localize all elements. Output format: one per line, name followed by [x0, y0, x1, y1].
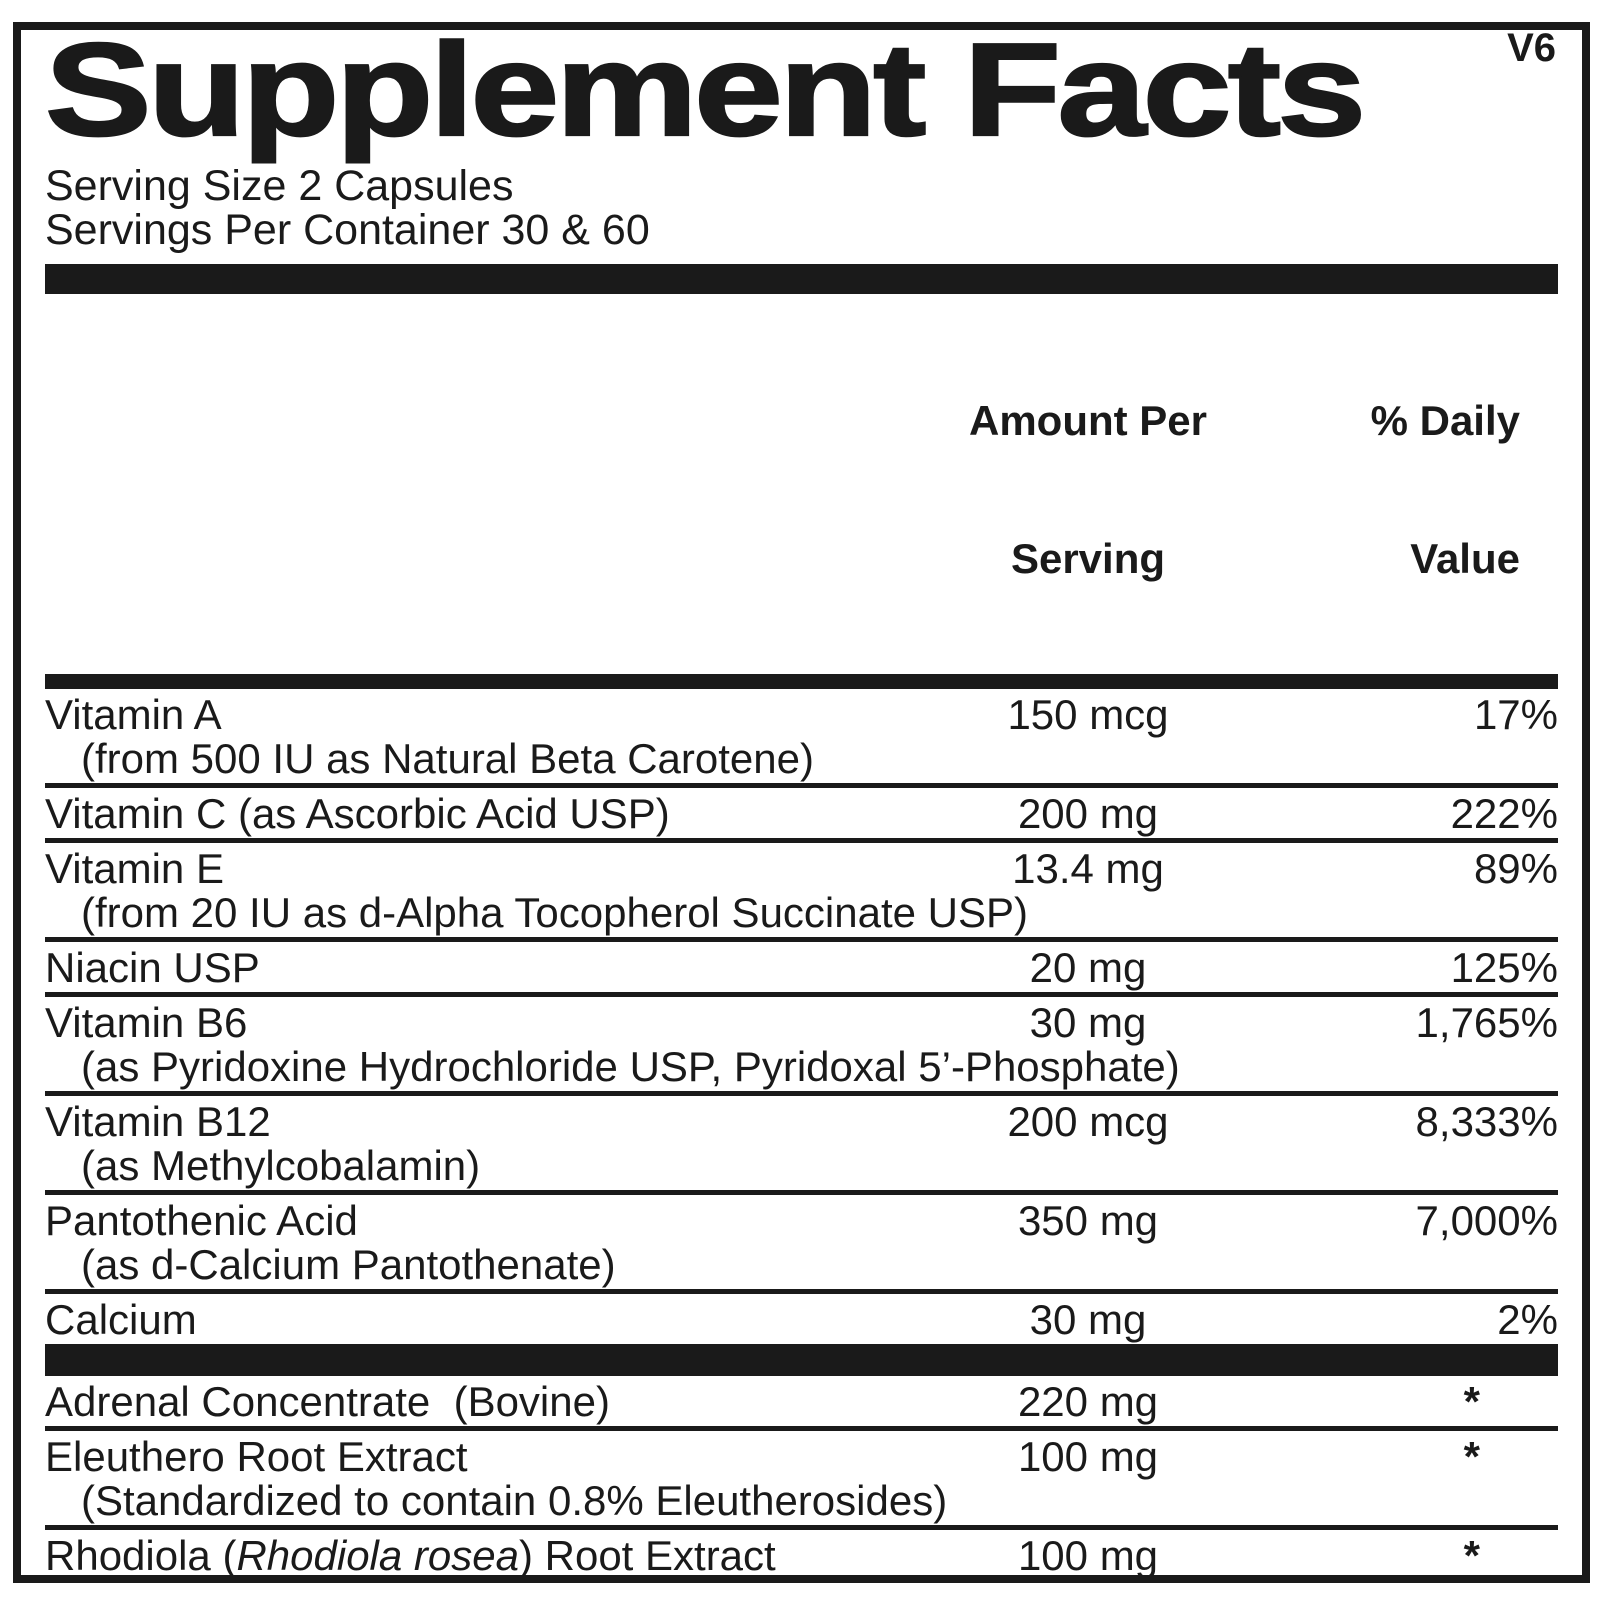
daily-value: 89%	[1473, 845, 1558, 892]
nutrient-name-segment: Vitamin A	[45, 691, 222, 738]
daily-value: 1,765%	[1415, 999, 1558, 1046]
nutrient-subtext: (from 20 IU as d-Alpha Tocopherol Succin…	[81, 889, 1029, 936]
column-header-row: Amount Per Serving % Daily Value	[45, 294, 1558, 674]
vitamins-section: Vitamin A 150 mcg 17% (from 500 IU as Natur…	[45, 689, 1558, 1344]
nutrient-name: Pantothenic Acid	[45, 1199, 958, 1243]
amount-per-serving-value: 30 mg	[1029, 1296, 1147, 1343]
nutrient-name-segment: Pantothenic Acid	[45, 1197, 358, 1244]
botanicals-section: Adrenal Concentrate (Bovine) 220 mg * Eleut…	[45, 1376, 1558, 1583]
amount-per-serving-value: 350 mg	[1017, 1197, 1159, 1244]
amount-per-serving-value: 100 mg	[1017, 1433, 1159, 1480]
amount-header-line2: Serving	[1010, 535, 1166, 582]
supplement-facts-panel: Supplement Facts V6 Serving Size 2 Capsu…	[13, 22, 1590, 1583]
daily-value: 222%	[1450, 790, 1558, 837]
daily-value: 7,000%	[1415, 1197, 1558, 1244]
nutrient-name-segment: ) Root Extract	[518, 1532, 776, 1579]
amount-per-serving-value: 150 mcg	[1007, 691, 1169, 738]
nutrient-subtext: (Standardized to contain 0.8% Eleutheros…	[81, 1477, 948, 1524]
nutrient-name: Vitamin A	[45, 693, 958, 737]
header-divider	[45, 674, 1558, 689]
amount-per-serving-header: Amount Per Serving	[958, 306, 1218, 674]
amount-per-serving-value: 100 mg	[1017, 1532, 1159, 1579]
serving-info: Serving Size 2 Capsules Servings Per Con…	[45, 164, 1558, 252]
servings-per-container-line: Servings Per Container 30 & 60	[45, 206, 650, 254]
nutrient-name: Eleuthero Root Extract	[45, 1435, 958, 1479]
amount-per-serving-value: 200 mcg	[1007, 1098, 1169, 1145]
daily-value: 125%	[1450, 944, 1558, 991]
nutrient-row: Adrenal Concentrate (Bovine) 220 mg *	[45, 1376, 1558, 1426]
nutrient-name-segment: Rhodiola rosea	[236, 1532, 519, 1579]
page-title: Supplement Facts	[44, 22, 1368, 163]
nutrient-name-segment: Vitamin E	[45, 845, 224, 892]
amount-per-serving-value: 30 mg	[1029, 999, 1147, 1046]
nutrient-row: Eleuthero Root Extract 100 mg * (Standardiz…	[45, 1426, 1558, 1525]
amount-header-line1: Amount Per	[968, 397, 1207, 444]
nutrient-subtext: (from 500 IU as Natural Beta Carotene)	[81, 735, 814, 782]
nutrient-name: Vitamin C (as Ascorbic Acid USP)	[45, 792, 958, 836]
nutrient-name: Niacin USP	[45, 946, 958, 990]
nutrient-name-segment: Niacin USP	[45, 944, 260, 991]
thick-divider-top	[45, 264, 1558, 294]
nutrient-name-segment: Calcium	[45, 1296, 197, 1343]
amount-per-serving-value: 20 mg	[1029, 944, 1147, 991]
daily-value: 17%	[1473, 691, 1558, 738]
nutrient-name: Vitamin B6	[45, 1001, 958, 1045]
percent-daily-value-header: % Daily Value	[1218, 306, 1558, 674]
nutrient-subtext: (as d-Calcium Pantothenate)	[81, 1241, 616, 1288]
dv-header-line1: % Daily	[1370, 397, 1520, 444]
daily-value: *	[1463, 1532, 1480, 1579]
nutrient-subtext: (as Pyridoxine Hydrochloride USP, Pyrido…	[81, 1043, 1180, 1090]
nutrient-name-segment: Vitamin B12	[45, 1098, 271, 1145]
nutrient-name: Adrenal Concentrate (Bovine)	[45, 1380, 958, 1424]
title-area: Supplement Facts V6	[44, 26, 1558, 157]
nutrient-row: Niacin USP 20 mg 125%	[45, 937, 1558, 992]
version-tag: V6	[1507, 26, 1556, 70]
nutrient-row: Vitamin B12 200 mcg 8,333% (as Methylcobala…	[45, 1091, 1558, 1190]
nutrient-row: Vitamin B6 30 mg 1,765% (as Pyridoxine Hydr…	[45, 992, 1558, 1091]
nutrient-row: Pantothenic Acid 350 mg 7,000% (as d-Calciu…	[45, 1190, 1558, 1289]
nutrient-name-segment: Eleuthero Root Extract	[45, 1433, 468, 1480]
nutrient-subtext: (as Methylcobalamin)	[81, 1142, 481, 1189]
dv-header-line2: Value	[1410, 535, 1520, 582]
nutrient-name-segment: Vitamin C (as Ascorbic Acid USP)	[45, 790, 670, 837]
nutrient-subtext: (Standardized to contain 3% Rosavins)	[45, 1578, 1558, 1583]
nutrient-name-segment: Adrenal Concentrate (Bovine)	[45, 1378, 610, 1425]
amount-per-serving-value: 220 mg	[1017, 1378, 1159, 1425]
nutrient-name: Calcium	[45, 1298, 958, 1342]
serving-size-line: Serving Size 2 Capsules	[45, 162, 514, 210]
nutrient-name-segment: Vitamin B6	[45, 999, 248, 1046]
nutrient-name: Vitamin E	[45, 847, 958, 891]
nutrient-row: Rhodiola (Rhodiola rosea) Root Extract 10…	[45, 1525, 1558, 1583]
thick-divider-middle	[45, 1344, 1558, 1376]
amount-per-serving-value: 200 mg	[1017, 790, 1159, 837]
daily-value: *	[1463, 1378, 1480, 1425]
nutrient-name: Vitamin B12	[45, 1100, 958, 1144]
daily-value: *	[1463, 1433, 1480, 1480]
nutrient-row: Vitamin E 13.4 mg 89% (from 20 IU as d-Alph…	[45, 838, 1558, 937]
nutrient-name: Rhodiola (Rhodiola rosea) Root Extract	[45, 1532, 958, 1579]
nutrient-name-segment: Rhodiola (	[45, 1532, 237, 1579]
nutrient-row: Vitamin C (as Ascorbic Acid USP) 200 mg 22…	[45, 783, 1558, 838]
daily-value: 8,333%	[1415, 1098, 1558, 1145]
nutrient-row: Calcium 30 mg 2%	[45, 1289, 1558, 1344]
daily-value: 2%	[1497, 1296, 1558, 1343]
amount-per-serving-value: 13.4 mg	[1012, 845, 1164, 892]
nutrient-row: Vitamin A 150 mcg 17% (from 500 IU as Natur…	[45, 689, 1558, 783]
